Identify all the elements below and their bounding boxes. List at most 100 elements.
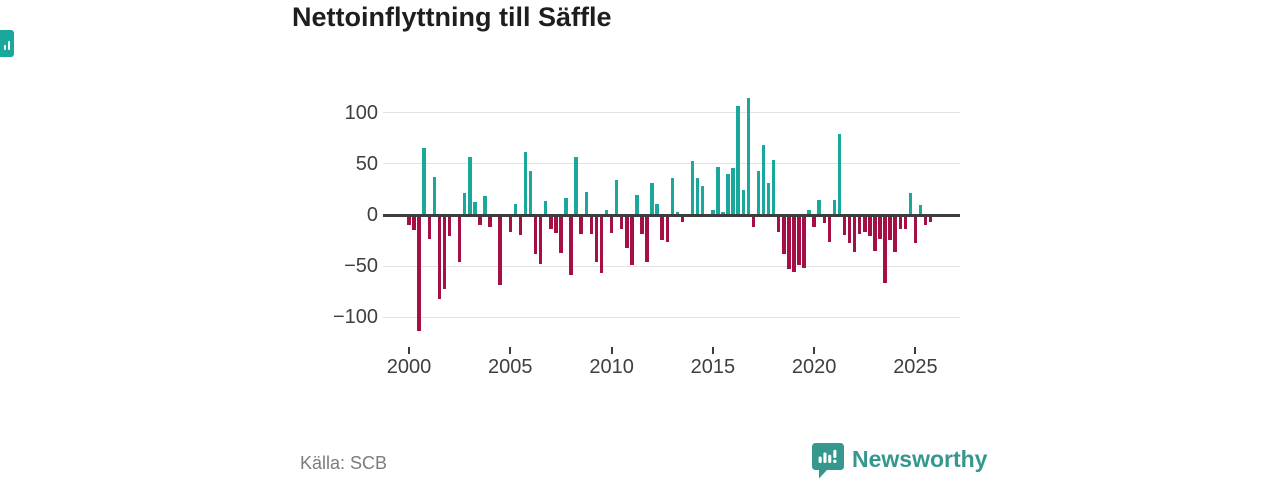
bar-2011Q1: [630, 216, 634, 265]
bar-2020Q4: [827, 216, 832, 243]
source-label: Källa: SCB: [300, 453, 388, 473]
bar-2023Q4: [888, 216, 892, 241]
newsworthy-wordmark: Newsworthy: [852, 446, 988, 472]
x-tick-2010: [610, 347, 613, 354]
bar-2009Q1: [589, 216, 594, 234]
bar-2010Q1: [609, 216, 614, 233]
y-tick-label-0: 0: [366, 204, 378, 226]
bar-2018Q2: [776, 216, 781, 232]
bar-2023Q1: [873, 216, 877, 252]
bar-2024Q1: [893, 216, 897, 253]
bar-2018Q4: [787, 216, 791, 269]
bar-2017Q1: [751, 216, 756, 227]
x-tick-2005: [509, 347, 512, 354]
bar-2025Q2: [918, 204, 923, 215]
bar-2011Q3: [640, 216, 644, 234]
bar-2003Q2: [473, 201, 477, 215]
bar-2008Q4: [584, 192, 588, 215]
bar-2020Q1: [812, 216, 816, 227]
bar-2016Q3: [741, 190, 745, 215]
bar-2022Q4: [868, 216, 872, 236]
x-tick-label-2025: 2025: [893, 356, 938, 378]
bar-2009Q4: [604, 209, 609, 215]
bar-2021Q2: [837, 134, 842, 215]
y-tick-label-50: 50: [355, 152, 378, 175]
bar-2021Q3: [842, 216, 847, 235]
bar-2001Q3: [437, 216, 442, 300]
bar-2002Q1: [447, 216, 452, 236]
bar-2013Q2: [675, 211, 680, 215]
bar-2017Q4: [766, 183, 771, 215]
bar-2015Q3: [721, 211, 725, 215]
bar-2007Q2: [554, 216, 558, 233]
bar-2001Q1: [427, 216, 431, 240]
x-tick-label-2005: 2005: [488, 356, 533, 378]
bar-2007Q3: [559, 216, 563, 254]
bar-2000Q3: [417, 216, 421, 332]
bar-2019Q2: [797, 216, 801, 265]
badge-bar-icon: [4, 45, 6, 50]
x-tick-label-2010: 2010: [589, 356, 634, 378]
bar-2005Q3: [518, 216, 523, 235]
bar-2010Q3: [619, 216, 624, 229]
bar-2014Q2: [695, 178, 700, 215]
bar-2008Q1: [569, 216, 573, 275]
bar-2012Q2: [655, 203, 659, 215]
x-tick-label-2000: 2000: [386, 356, 432, 378]
bar-2017Q3: [761, 145, 766, 215]
bar-2017Q2: [756, 170, 761, 215]
bar-2012Q4: [665, 216, 670, 243]
bar-2010Q4: [625, 216, 629, 249]
bar-2008Q2: [574, 156, 578, 215]
bar-2011Q2: [635, 194, 639, 215]
bar-2006Q2: [533, 216, 538, 255]
bar-2012Q1: [650, 183, 654, 215]
bar-2001Q2: [432, 177, 437, 215]
bar-2007Q1: [549, 216, 553, 229]
bar-2019Q3: [802, 216, 806, 268]
bar-2019Q1: [792, 216, 796, 272]
bar-2009Q2: [594, 216, 599, 262]
bar-2006Q1: [528, 170, 533, 215]
bar-2005Q4: [523, 151, 528, 215]
bar-2003Q1: [468, 156, 472, 215]
gridline--50: [383, 265, 960, 267]
bar-2016Q1: [731, 167, 735, 215]
bar-2024Q4: [908, 193, 913, 215]
bar-2009Q3: [599, 216, 604, 273]
bar-chart: 2000 2005 2010 2015 2020 2025: [383, 85, 960, 385]
bar-2002Q4: [462, 193, 467, 215]
zero-axis-line: [383, 213, 960, 217]
bar-2021Q1: [832, 199, 837, 215]
bar-2025Q1: [913, 216, 918, 244]
y-axis-labels: 100 50 0 −50 −100: [305, 85, 378, 345]
x-tick-label-2020: 2020: [791, 356, 837, 378]
bar-2000Q2: [412, 216, 416, 230]
bar-2006Q3: [538, 216, 543, 264]
bar-2000Q4: [422, 148, 426, 215]
bar-2011Q4: [645, 216, 649, 262]
bar-2018Q3: [782, 216, 786, 255]
bar-2022Q1: [852, 216, 857, 253]
page-title: Nettoinflyttning till Säffle: [292, 2, 612, 32]
bar-2005Q2: [513, 203, 518, 215]
x-tick-2015: [711, 347, 714, 354]
x-tick-2025: [914, 347, 917, 354]
bar-2013Q1: [670, 178, 675, 215]
bar-2000Q1: [407, 216, 411, 225]
bar-2020Q3: [822, 216, 827, 223]
bar-2025Q4: [928, 216, 933, 222]
bar-2025Q3: [923, 216, 928, 225]
bar-2013Q3: [680, 216, 685, 222]
bar-2008Q3: [579, 216, 583, 234]
bar-2024Q2: [898, 216, 902, 229]
bar-2015Q2: [716, 166, 720, 215]
bar-2014Q3: [700, 186, 705, 215]
bar-2007Q4: [564, 197, 568, 215]
x-tick-label-2015: 2015: [690, 356, 736, 378]
bar-2015Q1: [711, 209, 715, 215]
bar-2022Q2: [857, 216, 862, 234]
gridline--100: [383, 316, 960, 318]
bar-2004Q1: [488, 216, 492, 227]
